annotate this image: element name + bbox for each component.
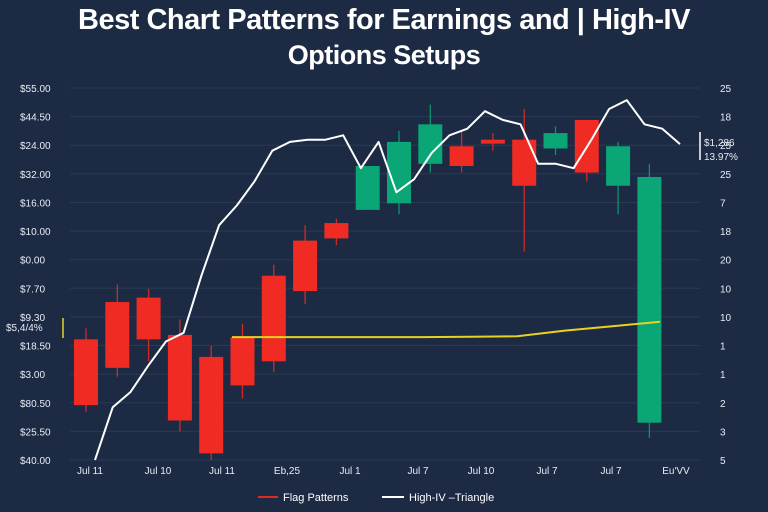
candle-body xyxy=(230,337,255,386)
x-tick-label: Eu'VV xyxy=(662,466,690,477)
y-tick-label-right: 18 xyxy=(720,227,732,238)
y-tick-label-left: $25.50 xyxy=(20,427,51,438)
y-tick-label-right: 7 xyxy=(720,198,726,209)
x-tick-label: Eb,25 xyxy=(274,466,301,477)
y-tick-label-left: $40.00 xyxy=(20,456,51,467)
candle-body xyxy=(512,139,537,186)
x-tick-label: Jul 7 xyxy=(600,466,622,477)
price-change-annotation: 13.97% xyxy=(704,152,738,163)
candle-body xyxy=(261,275,286,362)
y-tick-label-left: $24.00 xyxy=(20,141,51,152)
candle-body xyxy=(199,356,224,454)
y-tick-label-left: $18.50 xyxy=(20,342,51,353)
x-tick-label: Jul 1 xyxy=(339,466,361,477)
last-price-annotation: $1,286 xyxy=(704,138,735,149)
y-tick-label-right: 20 xyxy=(720,256,732,267)
y-tick-label-right: 25 xyxy=(720,141,732,152)
flag-pattern-line xyxy=(232,320,661,339)
y-tick-label-right: 25 xyxy=(720,84,732,95)
y-tick-label-left: $55.00 xyxy=(20,84,51,95)
x-tick-label: Jul 11 xyxy=(77,466,103,477)
y-tick-label-left: $3.00 xyxy=(20,370,45,381)
y-tick-label-left: $44.50 xyxy=(20,113,51,124)
candle-body xyxy=(606,146,631,186)
high-iv-triangle-line xyxy=(94,99,681,461)
candle-body xyxy=(105,302,130,368)
legend-label-flag: Flag Patterns xyxy=(283,492,349,504)
y-tick-label-right: 5 xyxy=(720,456,726,467)
y-tick-label-left: $0.00 xyxy=(20,256,45,267)
chart-subtitle: Options Setups xyxy=(287,40,481,70)
y-tick-label-left: $9.30 xyxy=(20,313,45,324)
y-tick-label-right: 3 xyxy=(720,427,726,438)
x-tick-label: Jul 11 xyxy=(209,466,235,477)
left-price-annotation: $5,4/4% xyxy=(6,323,43,334)
legend-label-triangle: High-IV –Triangle xyxy=(409,492,494,504)
candle-body xyxy=(418,124,443,164)
candle-body xyxy=(355,166,380,210)
y-tick-label-right: 1 xyxy=(720,342,726,353)
candle-body xyxy=(387,141,411,204)
candle-body xyxy=(136,297,161,340)
y-tick-label-right: 10 xyxy=(720,313,732,324)
candle-body xyxy=(480,139,505,144)
y-tick-label-right: 25 xyxy=(720,170,732,181)
y-tick-label-left: $32.00 xyxy=(20,170,51,181)
y-tick-label-right: 1 xyxy=(720,370,726,381)
y-tick-label-right: 10 xyxy=(720,284,732,295)
x-tick-label: Jul 7 xyxy=(407,466,429,477)
candle-body xyxy=(637,176,662,423)
y-tick-label-right: 18 xyxy=(720,113,732,124)
y-tick-label-left: $7.70 xyxy=(20,284,45,295)
candle-body xyxy=(543,133,568,149)
candle-body xyxy=(324,223,349,239)
chart-title: Best Chart Patterns for Earnings and | H… xyxy=(78,4,690,36)
y-tick-label-left: $80.50 xyxy=(20,399,51,410)
x-tick-label: Jul 7 xyxy=(536,466,558,477)
x-tick-label: Jul 10 xyxy=(468,466,495,477)
x-tick-label: Jul 10 xyxy=(145,466,172,477)
candle-body xyxy=(449,146,474,167)
candle-body xyxy=(167,334,192,421)
y-tick-label-left: $10.00 xyxy=(20,227,51,238)
y-tick-label-left: $16.00 xyxy=(20,198,51,209)
candle-body xyxy=(293,240,318,292)
y-tick-label-right: 2 xyxy=(720,399,726,410)
candle-body xyxy=(74,339,98,406)
